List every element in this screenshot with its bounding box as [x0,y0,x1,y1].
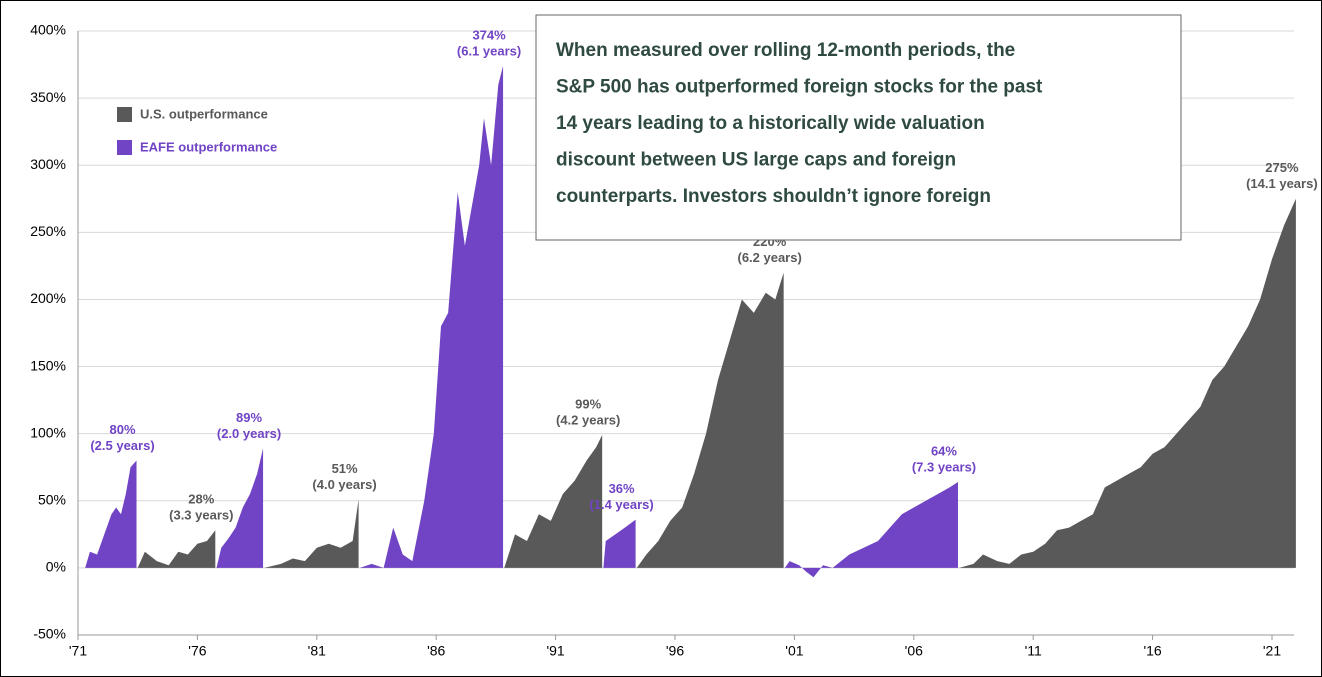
y-tick-label: 150% [30,357,66,373]
peak-label: 80% [109,422,135,437]
y-tick-label: -50% [33,626,66,642]
x-tick-label: '01 [785,643,803,659]
peak-years: (6.1 years) [457,43,521,58]
x-tick-label: '86 [427,643,445,659]
y-tick-label: 300% [30,156,66,172]
area [85,460,137,568]
peak-label: 99% [575,396,601,411]
y-tick-label: 50% [38,491,66,507]
peak-years: (2.0 years) [217,426,281,441]
legend-label: U.S. outperformance [140,106,268,121]
peak-years: (2.5 years) [90,438,154,453]
peak-years: (4.2 years) [556,412,620,427]
area [359,65,504,568]
area [636,272,784,568]
x-tick-label: '71 [69,643,87,659]
peak-years: (1.4 years) [589,497,653,512]
note-line: When measured over rolling 12-month peri… [556,40,1015,61]
area [216,448,264,568]
x-tick-label: '11 [1025,643,1042,659]
area [504,435,603,568]
peak-label: 374% [472,27,506,42]
y-tick-label: 100% [30,424,66,440]
x-tick-label: '21 [1263,643,1281,659]
y-tick-label: 400% [30,22,66,38]
x-tick-label: '06 [905,643,923,659]
peak-years: (14.1 years) [1246,176,1318,191]
peak-label: 64% [931,443,957,458]
x-tick-label: '91 [546,643,564,659]
peak-label: 28% [188,492,214,507]
x-tick-label: '16 [1143,643,1161,659]
y-tick-label: 200% [30,290,66,306]
peak-label: 51% [332,461,358,476]
legend-swatch [117,140,132,155]
peak-years: (6.2 years) [737,250,801,265]
note-line: discount between US large caps and forei… [556,150,956,171]
note-box [535,14,1182,241]
legend-swatch [117,107,132,122]
y-tick-label: 350% [30,89,66,105]
note-line: S&P 500 has outperformed foreign stocks … [556,77,1043,98]
peak-label: 89% [236,410,262,425]
note-line: counterparts. Investors shouldn’t ignore… [556,186,991,207]
peak-years: (7.3 years) [912,459,976,474]
note-line: 14 years leading to a historically wide … [556,113,985,134]
legend-label: EAFE outperformance [140,139,277,154]
area [784,481,958,578]
peak-years: (3.3 years) [169,508,233,523]
area [959,198,1296,568]
peak-label: 275% [1265,160,1299,175]
x-tick-label: '76 [188,643,206,659]
area [137,530,216,568]
peak-label: 36% [609,481,635,496]
area [264,499,359,568]
peak-years: (4.0 years) [312,477,376,492]
y-tick-label: 0% [46,559,66,575]
x-tick-label: '96 [666,643,684,659]
area [603,519,636,568]
x-tick-label: '81 [308,643,326,659]
y-tick-label: 250% [30,223,66,239]
